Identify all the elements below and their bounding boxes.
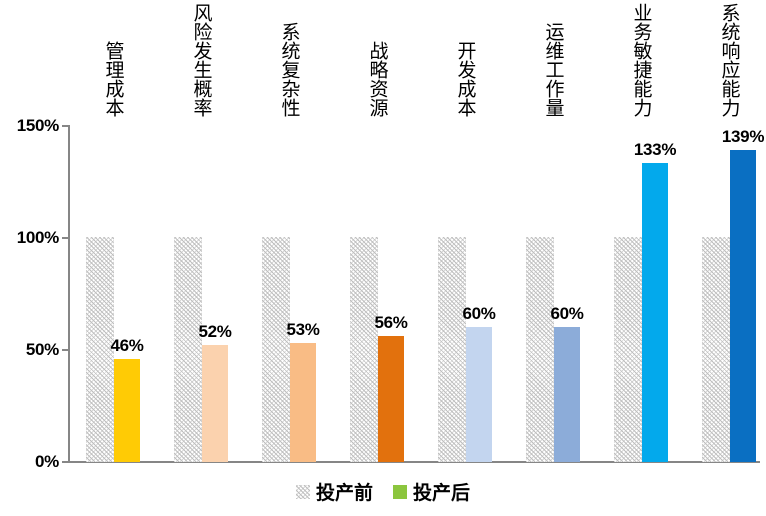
bar-before: [262, 237, 290, 462]
bar-group: 管理成本 46%: [86, 41, 144, 462]
y-tick-label-0: 0%: [35, 452, 59, 471]
bar-before: [526, 237, 554, 462]
category-label: 业务敏捷能力: [630, 3, 652, 117]
bar-after: 53%: [286, 320, 320, 462]
x-axis-line: [62, 461, 760, 463]
category-label: 管理成本: [102, 41, 124, 117]
bar-before: [702, 237, 730, 462]
bar-group: 开发成本 60%: [438, 41, 496, 462]
hatch-gray-swatch-icon: [295, 484, 310, 499]
legend-label: 投产前: [315, 483, 373, 504]
bar-value-label: 60%: [462, 304, 496, 324]
bar-before: [438, 237, 466, 462]
category-label: 系统复杂性: [278, 22, 300, 117]
bar-group: 业务敏捷能力 133%: [614, 3, 676, 462]
y-tick-mark-100: [62, 237, 69, 239]
bar-group: 运维工作量 60%: [526, 22, 584, 462]
legend-label: 投产后: [413, 483, 471, 504]
category-label: 开发成本: [454, 41, 476, 117]
bar-value-label: 53%: [286, 319, 320, 339]
bar-after: 46%: [110, 336, 144, 462]
category-label: 运维工作量: [542, 22, 564, 117]
bar-before: [86, 237, 114, 462]
y-axis-line: [68, 125, 70, 463]
bar-after: 52%: [198, 322, 232, 462]
plot-area: 管理成本 46% 风险发生概率 52% 系统复杂性 53% 战略资源: [68, 3, 764, 462]
bar-value-label: 139%: [721, 126, 765, 146]
bar-before: [174, 237, 202, 462]
bar-group: 系统复杂性 53%: [262, 22, 320, 462]
bar-value-label: 56%: [374, 313, 408, 333]
green-swatch-icon: [393, 484, 407, 499]
chart-legend: 投产前 投产后: [0, 478, 766, 505]
bar-value-label: 52%: [198, 322, 232, 342]
y-tick-mark-150: [62, 125, 69, 127]
category-label: 风险发生概率: [190, 3, 212, 117]
bar-value-label: 133%: [633, 140, 677, 160]
y-tick-mark-50: [62, 349, 69, 351]
bar-before: [350, 237, 378, 462]
category-label: 战略资源: [366, 41, 388, 117]
bar-group: 风险发生概率 52%: [174, 3, 232, 462]
bar-before: [614, 237, 642, 462]
bar-after: 133%: [634, 140, 676, 462]
bar-value-label: 60%: [550, 304, 584, 324]
bar-after: 56%: [374, 313, 408, 462]
bar-group: 战略资源 56%: [350, 41, 408, 462]
y-tick-label-150: 150%: [16, 116, 60, 135]
legend-item-before[interactable]: 投产前: [295, 478, 373, 505]
bar-after: 60%: [462, 304, 496, 462]
category-label: 系统响应能力: [718, 3, 740, 117]
y-tick-label-50: 50%: [25, 340, 59, 359]
y-tick-label-100: 100%: [16, 228, 60, 247]
bar-group: 系统响应能力 139%: [702, 3, 764, 462]
bar-value-label: 46%: [110, 335, 144, 355]
legend-item-after[interactable]: 投产后: [393, 478, 470, 505]
bar-after: 60%: [550, 304, 584, 462]
y-tick-mark-0: [62, 461, 69, 463]
bar-after: 139%: [722, 127, 764, 462]
